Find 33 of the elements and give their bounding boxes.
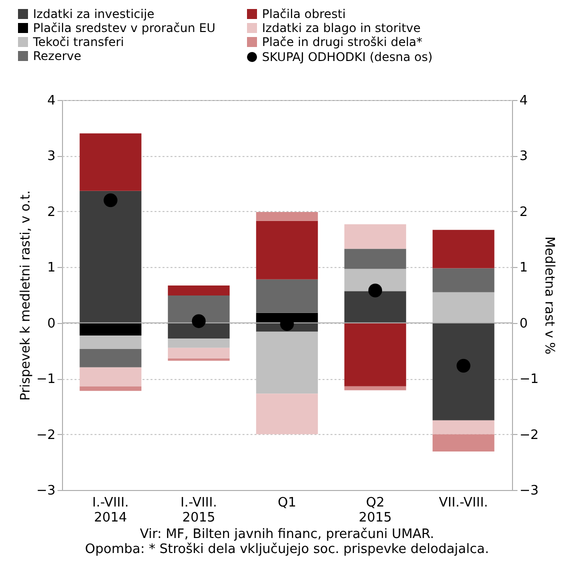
text: Opomba: * Stroški dela vključujejo soc. prispevke delodajalca. — [85, 542, 489, 557]
x-tick-label: Q1 — [278, 496, 296, 510]
legend-label: Izdatki za blago in storitve — [262, 21, 421, 35]
legend-label: Rezerve — [33, 49, 82, 63]
y-tick-label: 0 — [47, 316, 56, 332]
y-tick-label: −2 — [36, 428, 56, 443]
legend-label: Tekoči transferi — [32, 35, 124, 49]
x-tick-label: Q2 2015 — [358, 496, 392, 526]
legend-label: Plače in drugi stroški dela* — [262, 35, 422, 49]
y-tick-label: −3 — [36, 484, 56, 498]
y2-tick-label: 1 — [520, 260, 528, 276]
y2-tick-label: 3 — [520, 149, 528, 164]
text: Vir: MF, Bilten javnih financ, preračuni UMAR. — [140, 527, 434, 542]
y-tick-label: 1 — [47, 260, 56, 276]
legend-label: Plačila sredstev v proračun EU — [33, 21, 216, 35]
y-tick-label: 3 — [47, 149, 56, 164]
x-tick-label: I.-VIII. 2015 — [180, 496, 217, 526]
y2-tick-label: 0 — [520, 316, 528, 332]
y2-tick-label: −3 — [520, 484, 539, 498]
x-tick-label: I.-VIII. 2014 — [92, 496, 129, 526]
y-tick-label: 4 — [47, 94, 56, 108]
x-tick-label: VII.-VIII. — [438, 496, 488, 510]
y2-axis-title: Medletna rast v % — [542, 236, 557, 355]
y2-tick-label: −2 — [520, 428, 539, 443]
y-axis-title: Prispevek k medletni rasti, v o.t. — [18, 190, 34, 401]
legend-label: Izdatki za investicije — [33, 7, 154, 21]
y2-tick-label: −1 — [520, 372, 539, 388]
y-tick-label: −1 — [36, 372, 56, 388]
y2-tick-label: 4 — [520, 94, 528, 108]
legend-label: SKUPAJ ODHODKI (desna os) — [262, 50, 433, 64]
y2-tick-label: 2 — [520, 204, 528, 220]
y-tick-label: 2 — [47, 204, 56, 220]
legend-label: Plačila obresti — [262, 7, 346, 21]
